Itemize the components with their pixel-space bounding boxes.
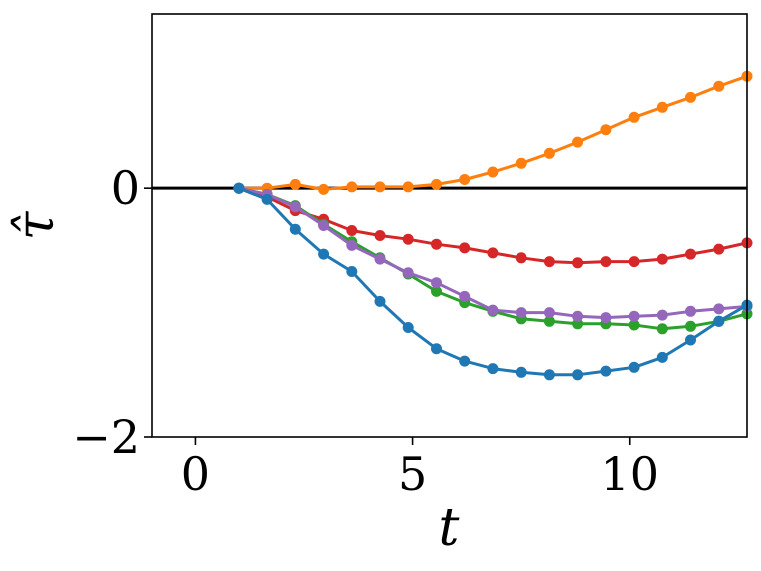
data-point [346, 181, 358, 193]
data-point [431, 238, 442, 250]
data-point [600, 312, 612, 324]
data-point [713, 243, 725, 255]
data-point [261, 193, 273, 205]
y-tick-label: −2 [72, 410, 140, 464]
data-point [600, 124, 612, 136]
data-point [515, 307, 527, 319]
data-point [685, 305, 696, 317]
data-point [318, 183, 330, 195]
data-point [572, 369, 584, 381]
series-5 [233, 182, 753, 381]
data-point [628, 361, 640, 373]
data-point [543, 147, 555, 159]
x-tick-label: 0 [181, 447, 210, 501]
data-point [713, 315, 725, 327]
data-point [543, 315, 555, 327]
data-point [656, 351, 668, 363]
data-point [318, 220, 330, 231]
y-axis-label: τ̂ [6, 210, 66, 240]
data-point [402, 267, 414, 279]
data-point [374, 253, 386, 265]
data-point [628, 319, 640, 331]
x-tick-label: 5 [398, 447, 427, 501]
data-point [289, 223, 301, 235]
data-point [487, 304, 499, 316]
data-point [543, 307, 555, 319]
data-point [543, 369, 555, 381]
y-tick-label: 0 [111, 161, 140, 215]
data-point [318, 248, 330, 260]
data-point [628, 256, 640, 268]
data-point [685, 334, 696, 346]
data-point [685, 91, 696, 103]
data-point [233, 182, 245, 194]
data-point [374, 181, 386, 193]
data-point [600, 256, 612, 268]
data-point [572, 310, 584, 322]
data-point [431, 277, 442, 289]
data-point [459, 242, 471, 254]
axes-frame [151, 13, 748, 438]
data-point [685, 248, 696, 260]
data-point [572, 136, 584, 148]
data-point [402, 181, 414, 193]
data-point [713, 80, 725, 92]
data-point [656, 309, 668, 321]
data-point [656, 101, 668, 113]
data-point [459, 174, 471, 185]
data-point [402, 322, 414, 333]
data-point [374, 295, 386, 307]
data-point [289, 201, 301, 213]
data-point [713, 303, 725, 315]
data-point [346, 266, 358, 277]
data-point [628, 310, 640, 322]
data-point [402, 233, 414, 245]
data-point [543, 256, 555, 268]
x-tick-label: 10 [600, 447, 659, 501]
data-point [515, 366, 527, 378]
data-point [346, 239, 358, 251]
data-point [628, 111, 640, 123]
data-point [685, 320, 696, 332]
data-point [374, 230, 386, 241]
data-point [572, 257, 584, 269]
axes: 0 5 10 −2 0 [72, 13, 748, 501]
data-point [656, 323, 668, 335]
data-point [459, 290, 471, 302]
data-point [431, 178, 442, 190]
data-point [515, 252, 527, 264]
data-point [346, 225, 358, 236]
data-point [600, 365, 612, 377]
data-point [459, 355, 471, 367]
plot-area [152, 70, 753, 381]
data-point [431, 285, 442, 297]
data-point [431, 343, 442, 355]
data-point [487, 166, 499, 178]
data-point [487, 363, 499, 375]
x-axis-label: t [439, 498, 460, 558]
data-point [487, 247, 499, 259]
data-point [289, 178, 301, 190]
data-point [656, 253, 668, 265]
data-point [515, 157, 527, 169]
